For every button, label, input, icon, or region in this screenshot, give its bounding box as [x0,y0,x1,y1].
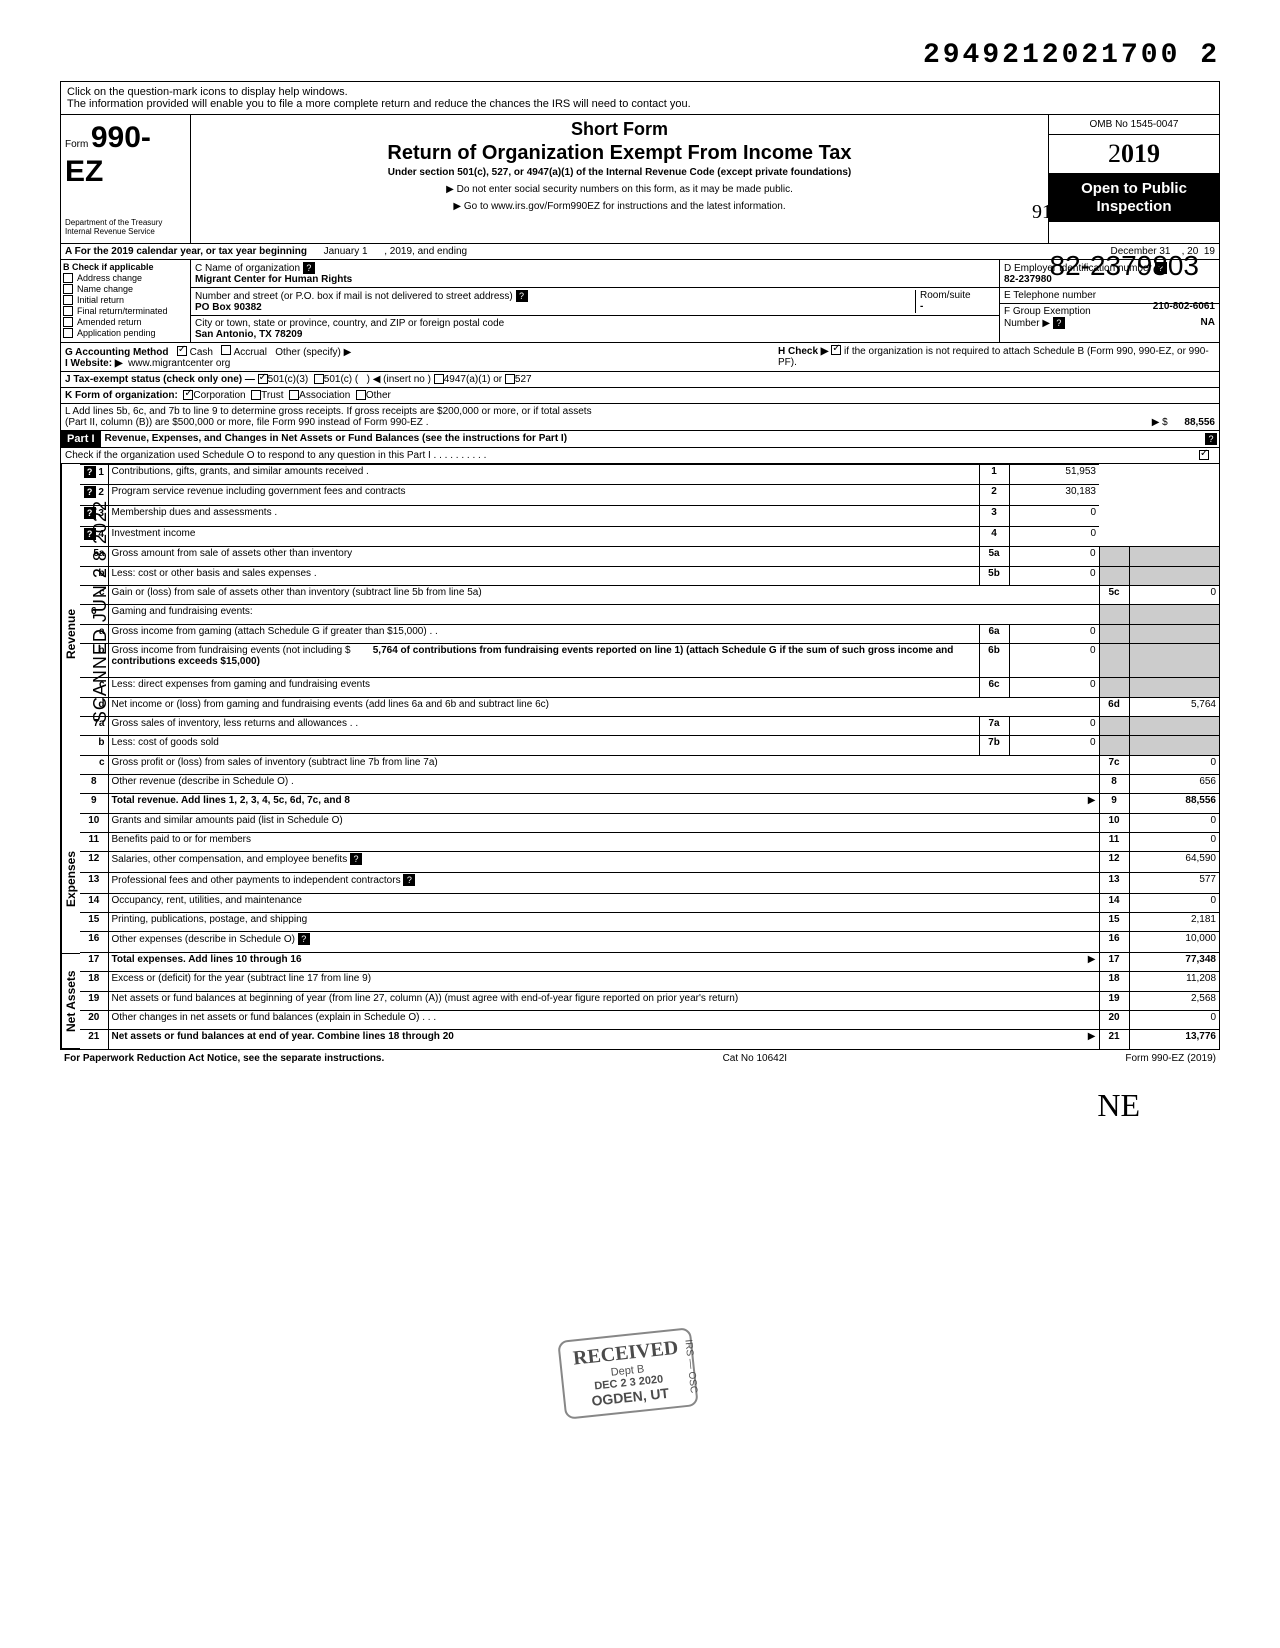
section-b-checkboxes: B Check if applicable Address change Nam… [61,260,191,342]
city-val: San Antonio, TX 78209 [195,329,302,340]
chk-527[interactable] [505,374,515,384]
part-i-title: Revenue, Expenses, and Changes in Net As… [101,431,1203,447]
line-g-i: G Accounting Method Cash Accrual Other (… [61,343,1219,372]
chk-schedule-o[interactable] [1199,450,1209,460]
document-number: 2949212021700 2 [60,40,1220,71]
phone-value: 210-802-6061 [1153,301,1215,312]
help-icon[interactable]: ? [84,486,96,498]
lines-table: ? 1Contributions, gifts, grants, and sim… [80,464,1219,1049]
footer-cat-no: Cat No 10642I [723,1053,788,1064]
footer-form: Form 990-EZ (2019) [1125,1053,1216,1064]
line-k: K Form of organization: Corporation Trus… [61,388,1219,404]
group-exemption-value: NA [1201,317,1215,328]
side-net-assets: Net Assets [61,954,80,1049]
help-icon[interactable]: ? [84,507,96,519]
chk-4947[interactable] [434,374,444,384]
form-number: 990-EZ [65,121,151,188]
help-icon[interactable]: ? [1205,433,1217,445]
chk-final-return[interactable] [63,306,73,316]
line-l: L Add lines 5b, 6c, and 7b to line 9 to … [61,404,1219,431]
chk-address-change[interactable] [63,273,73,283]
omb-number: OMB No 1545-0047 [1049,115,1219,135]
chk-other[interactable] [356,390,366,400]
chk-501c[interactable] [314,374,324,384]
chk-application-pending[interactable] [63,328,73,338]
chk-initial-return[interactable] [63,295,73,305]
chk-501c3[interactable] [258,374,268,384]
side-revenue: Revenue [61,464,80,804]
chk-schedule-b[interactable] [831,345,841,355]
phone-label: E Telephone number [1004,290,1096,301]
org-name: Migrant Center for Human Rights [195,274,352,285]
chk-cash[interactable] [177,346,187,356]
dept-irs: Internal Revenue Service [65,228,186,237]
room-label: Room/suite [920,290,971,301]
help-icon[interactable]: ? [298,933,310,945]
gross-receipts: 88,556 [1184,417,1215,428]
short-form-title: Short Form [197,119,1042,140]
room-val: - [920,301,923,312]
goto-url: ▶ Go to www.irs.gov/Form990EZ for instru… [453,201,785,212]
under-section: Under section 501(c), 527, or 4947(a)(1)… [197,167,1042,178]
c-label: C Name of organization [195,263,300,274]
addr-label: Number and street (or P.O. box if mail i… [195,291,513,302]
line-j: J Tax-exempt status (check only one) — 5… [61,372,1219,388]
help-icon[interactable]: ? [1053,317,1065,329]
help-icon[interactable]: ? [516,290,528,302]
help-icon[interactable]: ? [403,874,415,886]
city-label: City or town, state or province, country… [195,318,504,329]
intro-line2: The information provided will enable you… [67,98,691,110]
chk-name-change[interactable] [63,284,73,294]
chk-trust[interactable] [251,390,261,400]
open-to-public: Open to Public [1053,180,1215,198]
intro-line1: Click on the question-mark icons to disp… [67,86,348,98]
inspection: Inspection [1053,198,1215,216]
help-icon[interactable]: ? [84,466,96,478]
chk-corporation[interactable] [183,390,193,400]
chk-accrual[interactable] [221,345,231,355]
group-exemption-label: F Group Exemption [1004,306,1091,317]
po-box: PO Box 90382 [195,302,262,313]
form-label: Form [65,139,88,150]
side-expenses: Expenses [61,804,80,954]
main-title: Return of Organization Exempt From Incom… [197,142,1042,165]
tax-year: 2019 [1049,135,1219,174]
do-not-enter: ▶ Do not enter social security numbers o… [197,184,1042,195]
form-990ez: Click on the question-mark icons to disp… [60,81,1220,1050]
help-icon[interactable]: ? [84,528,96,540]
footer-paperwork: For Paperwork Reduction Act Notice, see … [64,1053,384,1064]
ein-large: 82-2379803 [1050,250,1199,282]
intro-text: Click on the question-mark icons to disp… [61,82,1219,115]
help-icon[interactable]: ? [303,262,315,274]
handwritten-912: 912 [1032,201,1062,224]
ein-value: 82-237980 [1004,274,1052,285]
part-i-check-text: Check if the organization used Schedule … [65,450,486,461]
line-a: A For the 2019 calendar year, or tax yea… [61,244,1219,260]
chk-amended-return[interactable] [63,317,73,327]
received-stamp: RECEIVED Dept B DEC 2 3 2020 OGDEN, UT I… [557,1327,698,1420]
handwritten-ne: NE [1097,1087,1140,1124]
help-icon[interactable]: ? [350,853,362,865]
chk-association[interactable] [289,390,299,400]
website: www.migrantcenter org [128,358,230,369]
part-i-header: Part I [61,431,101,447]
